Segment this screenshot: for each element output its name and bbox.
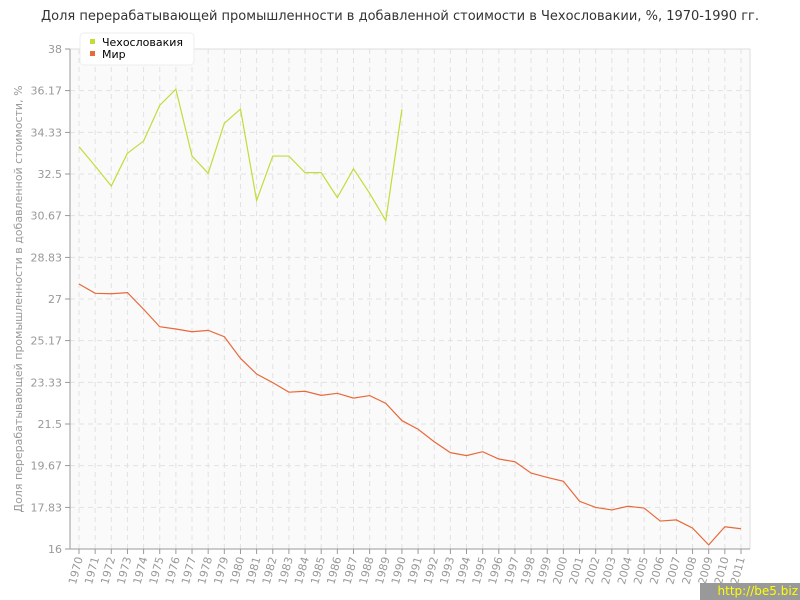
legend-label: Чехословакия xyxy=(102,36,183,49)
y-tick-label: 17.83 xyxy=(31,501,63,514)
y-tick-label: 16 xyxy=(48,543,62,556)
y-axis-label: Доля перерабатывающей промышленности в д… xyxy=(12,85,25,512)
watermark[interactable]: http://be5.biz xyxy=(700,583,800,600)
legend-swatch xyxy=(90,39,95,44)
y-tick-label: 34.33 xyxy=(31,126,63,139)
y-tick-label: 19.67 xyxy=(31,460,63,473)
legend-swatch xyxy=(90,51,95,56)
series-line-world xyxy=(78,283,742,546)
series-line-czechoslovakia xyxy=(78,88,403,223)
plot-area xyxy=(70,49,750,549)
y-tick-label: 27 xyxy=(48,293,62,306)
y-tick-label: 30.67 xyxy=(31,210,63,223)
y-tick-label: 36.17 xyxy=(31,85,63,98)
y-tick-label: 32.5 xyxy=(38,168,63,181)
legend-box xyxy=(79,32,195,66)
y-tick-label: 23.33 xyxy=(31,376,63,389)
y-tick-label: 28.83 xyxy=(31,251,63,264)
y-tick-label: 21.5 xyxy=(38,418,63,431)
legend-label: Мир xyxy=(102,48,126,61)
chart-title: Доля перерабатывающей промышленности в д… xyxy=(41,9,759,24)
y-tick-label: 25.17 xyxy=(31,335,63,348)
y-tick-label: 38 xyxy=(48,43,62,56)
